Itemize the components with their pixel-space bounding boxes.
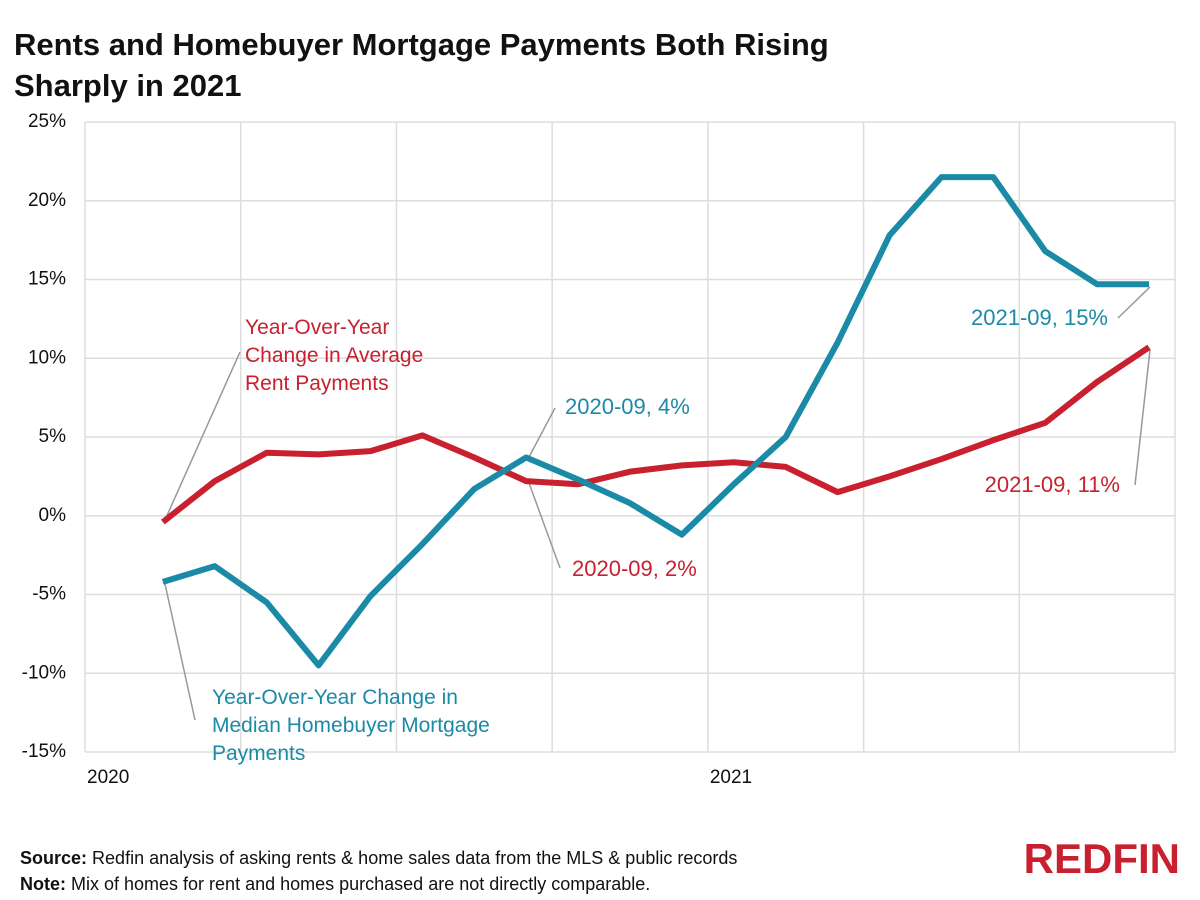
x-tick-label: 2020 (87, 767, 129, 788)
chart-title: Rents and Homebuyer Mortgage Payments Bo… (14, 27, 829, 103)
source-label: Source: (20, 848, 88, 868)
logo: REDFIN (1024, 835, 1180, 882)
series-label: Year-Over-Year Change in Median Homebuye… (212, 686, 490, 765)
series-line (160, 344, 1151, 525)
annotation: 2021-09, 11% (985, 472, 1120, 497)
y-tick-label: 10% (28, 347, 66, 368)
y-tick-label: 15% (28, 269, 66, 290)
leader-line (1117, 286, 1151, 319)
series-label: Year-Over-Year Change in Average Rent Pa… (245, 316, 424, 395)
y-tick-label: 5% (39, 426, 67, 447)
source-text: Redfin analysis of asking rents & home s… (92, 848, 738, 868)
annotation: 2020-09, 4% (565, 394, 690, 419)
annotation: 2021-09, 15% (971, 305, 1108, 330)
leader-line (528, 482, 561, 569)
note-label: Note: (20, 874, 66, 894)
y-tick-label: 20% (28, 190, 66, 211)
note: Note: Mix of homes for rent and homes pu… (20, 874, 650, 895)
series-line (161, 174, 1150, 669)
leader-line (1134, 349, 1151, 486)
y-tick-label: 25% (28, 111, 66, 132)
x-tick-label: 2021 (710, 767, 752, 788)
y-tick-label: -10% (22, 662, 66, 683)
leader-line (528, 407, 556, 458)
y-tick-label: 0% (39, 505, 67, 526)
y-tick-label: -15% (22, 741, 66, 762)
annotation: 2020-09, 2% (572, 556, 697, 581)
leader-line (164, 351, 241, 521)
y-tick-label: -5% (32, 584, 66, 605)
note-text: Mix of homes for rent and homes purchase… (71, 874, 651, 894)
leader-line (164, 583, 196, 721)
source: Source: Redfin analysis of asking rents … (20, 848, 737, 869)
